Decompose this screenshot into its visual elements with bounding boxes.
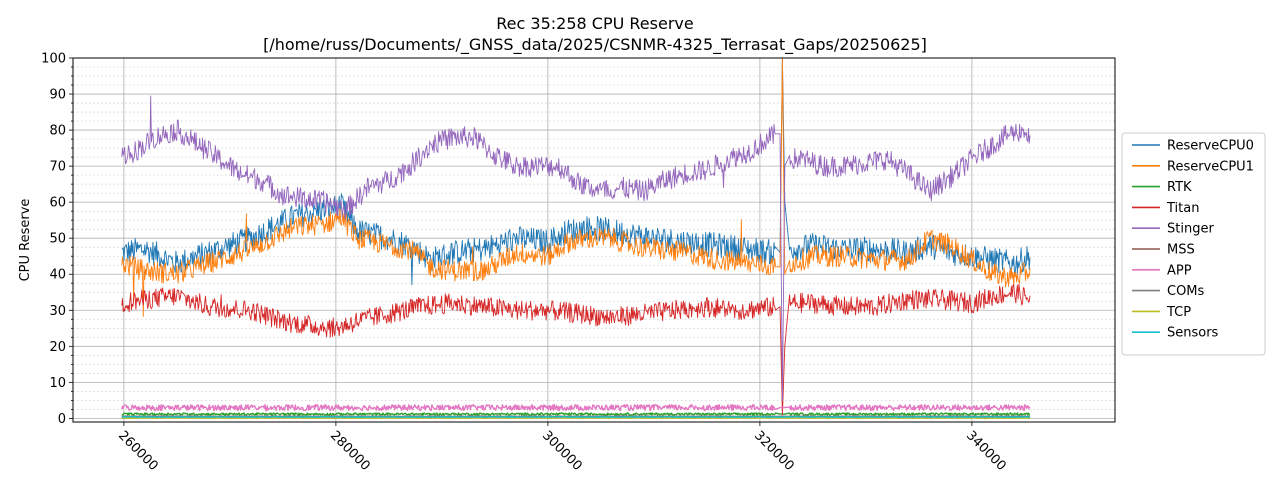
legend-label-tcp: TCP (1166, 305, 1191, 320)
y-tick-label: 90 (49, 88, 66, 103)
legend-label-sensors: Sensors (1167, 326, 1219, 341)
x-tick-label: 300000 (539, 428, 585, 474)
y-tick-label: 50 (49, 232, 66, 247)
x-tick-label: 320000 (751, 428, 797, 474)
series-line-rtk (121, 412, 1031, 416)
legend: ReserveCPU0 ReserveCPU1 RTK Titan Stinger MSS… (1121, 132, 1266, 356)
legend-label-titan: Titan (1166, 201, 1199, 216)
y-tick-label: 40 (49, 268, 66, 283)
chart-subtitle: [/home/russ/Documents/_GNSS_data/2025/CS… (263, 35, 927, 55)
y-tick-label: 60 (49, 196, 66, 211)
x-tick-label: 260000 (115, 428, 161, 474)
chart-title: Rec 35:258 CPU Reserve (496, 14, 693, 33)
y-axis-label: CPU Reserve (18, 199, 33, 282)
plot-frame (72, 57, 1116, 423)
y-tick-label: 80 (49, 124, 66, 139)
y-tick-label: 30 (49, 304, 66, 319)
legend-label-stinger: Stinger (1167, 222, 1214, 237)
y-tick-label: 20 (49, 340, 66, 355)
x-tick-label: 340000 (963, 428, 1009, 474)
series-line-reservecpu0 (121, 57, 1031, 286)
y-tick-label: 100 (41, 52, 66, 67)
x-tick-label: 280000 (327, 428, 373, 474)
legend-label-coms: COMs (1167, 284, 1205, 299)
y-tick-label: 0 (58, 412, 66, 427)
legend-box (1121, 132, 1266, 356)
legend-label-rtk: RTK (1167, 180, 1192, 195)
series-line-reservecpu1 (121, 57, 1031, 317)
plot-series (121, 57, 1031, 420)
series-line-stinger (121, 95, 1031, 401)
y-tick-label: 10 (49, 376, 66, 391)
series-line-sensors (121, 415, 1031, 418)
legend-label-app: APP (1167, 263, 1192, 278)
y-tick-label: 70 (49, 160, 66, 175)
series-line-app (121, 404, 1031, 412)
series-line-titan (121, 283, 1031, 416)
legend-label-reservecpu1: ReserveCPU1 (1167, 159, 1254, 174)
series-line-tcp (121, 417, 1031, 420)
legend-label-mss: MSS (1167, 243, 1195, 258)
legend-label-reservecpu0: ReserveCPU0 (1167, 139, 1254, 154)
